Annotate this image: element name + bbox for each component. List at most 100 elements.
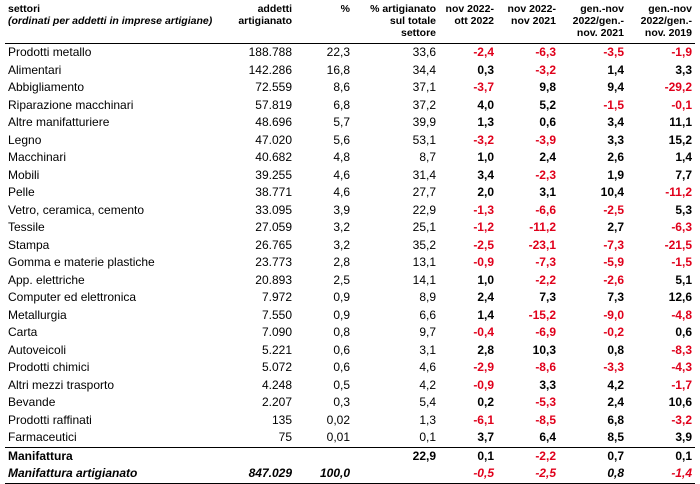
cell-pct-tot: 9,7: [419, 325, 436, 340]
header-nov-nov: nov 2022-nov 2021: [507, 3, 556, 27]
cell-nov-nov: -6,3: [535, 45, 556, 60]
cell-addetti: 72.559: [255, 80, 292, 95]
sector-table: settori (ordinati per addetti in imprese …: [5, 0, 695, 484]
cell-nov-ott: 1,0: [477, 150, 494, 165]
cell-addetti: 40.682: [255, 150, 292, 165]
cell-pct: 100,0: [295, 465, 353, 484]
cell-nov-ott: -1,2: [473, 220, 494, 235]
cell-nov-ott: 2,8: [477, 342, 494, 357]
cell-sector: Autoveicoli: [8, 342, 67, 357]
cell-pct: 16,8: [326, 62, 350, 77]
cell-gen-2021: 3,3: [607, 132, 624, 147]
cell-pct: 2,5: [333, 272, 350, 287]
cell-nov-ott: 0,1: [439, 446, 497, 465]
cell-pct: 4,6: [333, 167, 350, 182]
cell-addetti: 75: [278, 430, 292, 445]
cell-pct: 0,8: [333, 325, 350, 340]
cell-pct: 8,6: [333, 80, 350, 95]
cell-gen-2021: 1,9: [607, 167, 624, 182]
cell-sector: Gomma e materie plastiche: [8, 255, 155, 270]
table-row: Farmaceutici 75 0,01 0,1 3,7 6,4 8,5 3,9: [5, 429, 695, 447]
cell-sector: Manifattura: [5, 446, 217, 465]
table-row: Gomma e materie plastiche 23.773 2,8 13,1 -0…: [5, 254, 695, 272]
cell-nov-nov: 5,2: [539, 97, 556, 112]
cell-sector: Vetro, ceramica, cemento: [8, 202, 145, 217]
cell-gen-2021: 1,4: [607, 62, 624, 77]
cell-gen-2021: 0,7: [559, 446, 627, 465]
cell-gen-2019: 15,2: [668, 132, 692, 147]
cell-nov-nov: -11,2: [529, 220, 556, 235]
cell-nov-ott: 0,2: [477, 395, 494, 410]
cell-nov-nov: -6,6: [535, 202, 556, 217]
cell-gen-2021: 2,6: [607, 150, 624, 165]
cell-pct-tot: 34,4: [412, 62, 436, 77]
cell-gen-2021: -3,3: [603, 360, 624, 375]
cell-sector: Altri mezzi trasporto: [8, 377, 115, 392]
cell-pct: 3,9: [333, 202, 350, 217]
cell-sector: Macchinari: [8, 150, 67, 165]
cell-nov-ott: 2,4: [477, 290, 494, 305]
cell-nov-nov: 0,6: [539, 115, 556, 130]
table-row: Carta 7.090 0,8 9,7 -0,4 -6,9 -0,2 0,6: [5, 324, 695, 342]
cell-addetti: 26.765: [255, 237, 292, 252]
cell-pct-tot: 39,9: [412, 115, 436, 130]
cell-gen-2021: -5,9: [603, 255, 624, 270]
cell-addetti: 39.255: [255, 167, 292, 182]
cell-gen-2019: -8,3: [671, 342, 692, 357]
cell-addetti: 48.696: [255, 115, 292, 130]
cell-pct-tot: 27,7: [412, 185, 436, 200]
cell-addetti: 5.221: [261, 342, 292, 357]
cell-gen-2021: 7,3: [607, 290, 624, 305]
header-sector-subtitle: (ordinati per addetti in imprese artigia…: [8, 15, 213, 27]
cell-sector: Riparazione macchinari: [8, 97, 134, 112]
cell-gen-2019: 0,1: [627, 446, 695, 465]
table-row: Computer ed elettronica 7.972 0,9 8,9 2,4 7,3…: [5, 289, 695, 307]
cell-pct-tot: 6,6: [419, 307, 436, 322]
header-sector: settori (ordinati per addetti in imprese …: [5, 0, 217, 44]
cell-sector: Computer ed elettronica: [8, 290, 137, 305]
cell-addetti: 57.819: [255, 97, 292, 112]
cell-sector: Prodotti chimici: [8, 360, 90, 375]
cell-addetti: 188.788: [248, 45, 292, 60]
cell-nov-ott: -0,5: [439, 465, 497, 484]
cell-sector: App. elettriche: [8, 272, 85, 287]
cell-gen-2021: 10,4: [600, 185, 624, 200]
cell-pct-tot: 4,6: [419, 360, 436, 375]
cell-nov-ott: 3,4: [477, 167, 494, 182]
cell-gen-2019: -1,5: [671, 255, 692, 270]
cell-sector: Altre manifatturiere: [8, 115, 110, 130]
cell-addetti: [217, 446, 295, 465]
cell-nov-nov: -23,1: [528, 237, 556, 252]
cell-sector: Prodotti raffinati: [8, 412, 92, 427]
cell-nov-nov: -15,2: [528, 307, 556, 322]
cell-sector: Abbigliamento: [8, 80, 85, 95]
header-row: settori (ordinati per addetti in imprese …: [5, 0, 695, 44]
cell-nov-nov: -7,3: [535, 255, 556, 270]
header-pct-tot: % artigianato sul totale settore: [370, 3, 436, 39]
table-row: Legno 47.020 5,6 53,1 -3,2 -3,9 3,3 15,2: [5, 132, 695, 150]
cell-nov-ott: 3,7: [477, 430, 494, 445]
cell-gen-2019: 12,6: [668, 290, 692, 305]
cell-pct-tot: 14,1: [412, 272, 436, 287]
cell-sector: Farmaceutici: [8, 430, 77, 445]
cell-pct-tot: 4,2: [419, 377, 436, 392]
cell-nov-ott: 1,4: [477, 307, 494, 322]
cell-pct-tot: 25,1: [412, 220, 436, 235]
cell-pct-tot: 8,7: [419, 150, 436, 165]
cell-addetti: 135: [271, 412, 292, 427]
cell-gen-2021: -9,0: [603, 307, 624, 322]
cell-gen-2021: 4,2: [607, 377, 624, 392]
cell-gen-2021: 3,4: [607, 115, 624, 130]
cell-nov-nov: -8,5: [535, 412, 556, 427]
cell-pct: 0,02: [326, 412, 350, 427]
table-row: Macchinari 40.682 4,8 8,7 1,0 2,4 2,6 1,4: [5, 149, 695, 167]
cell-nov-nov: -2,5: [497, 465, 559, 484]
cell-pct-tot: 53,1: [412, 132, 436, 147]
cell-pct: 0,3: [333, 395, 350, 410]
cell-sector: Manifattura artigianato: [5, 465, 217, 484]
header-sector-title: settori: [8, 3, 41, 15]
cell-gen-2021: 8,5: [607, 430, 624, 445]
cell-nov-nov: 3,3: [539, 377, 556, 392]
header-addetti: addetti artigianato: [238, 3, 292, 27]
cell-pct: [295, 446, 353, 465]
